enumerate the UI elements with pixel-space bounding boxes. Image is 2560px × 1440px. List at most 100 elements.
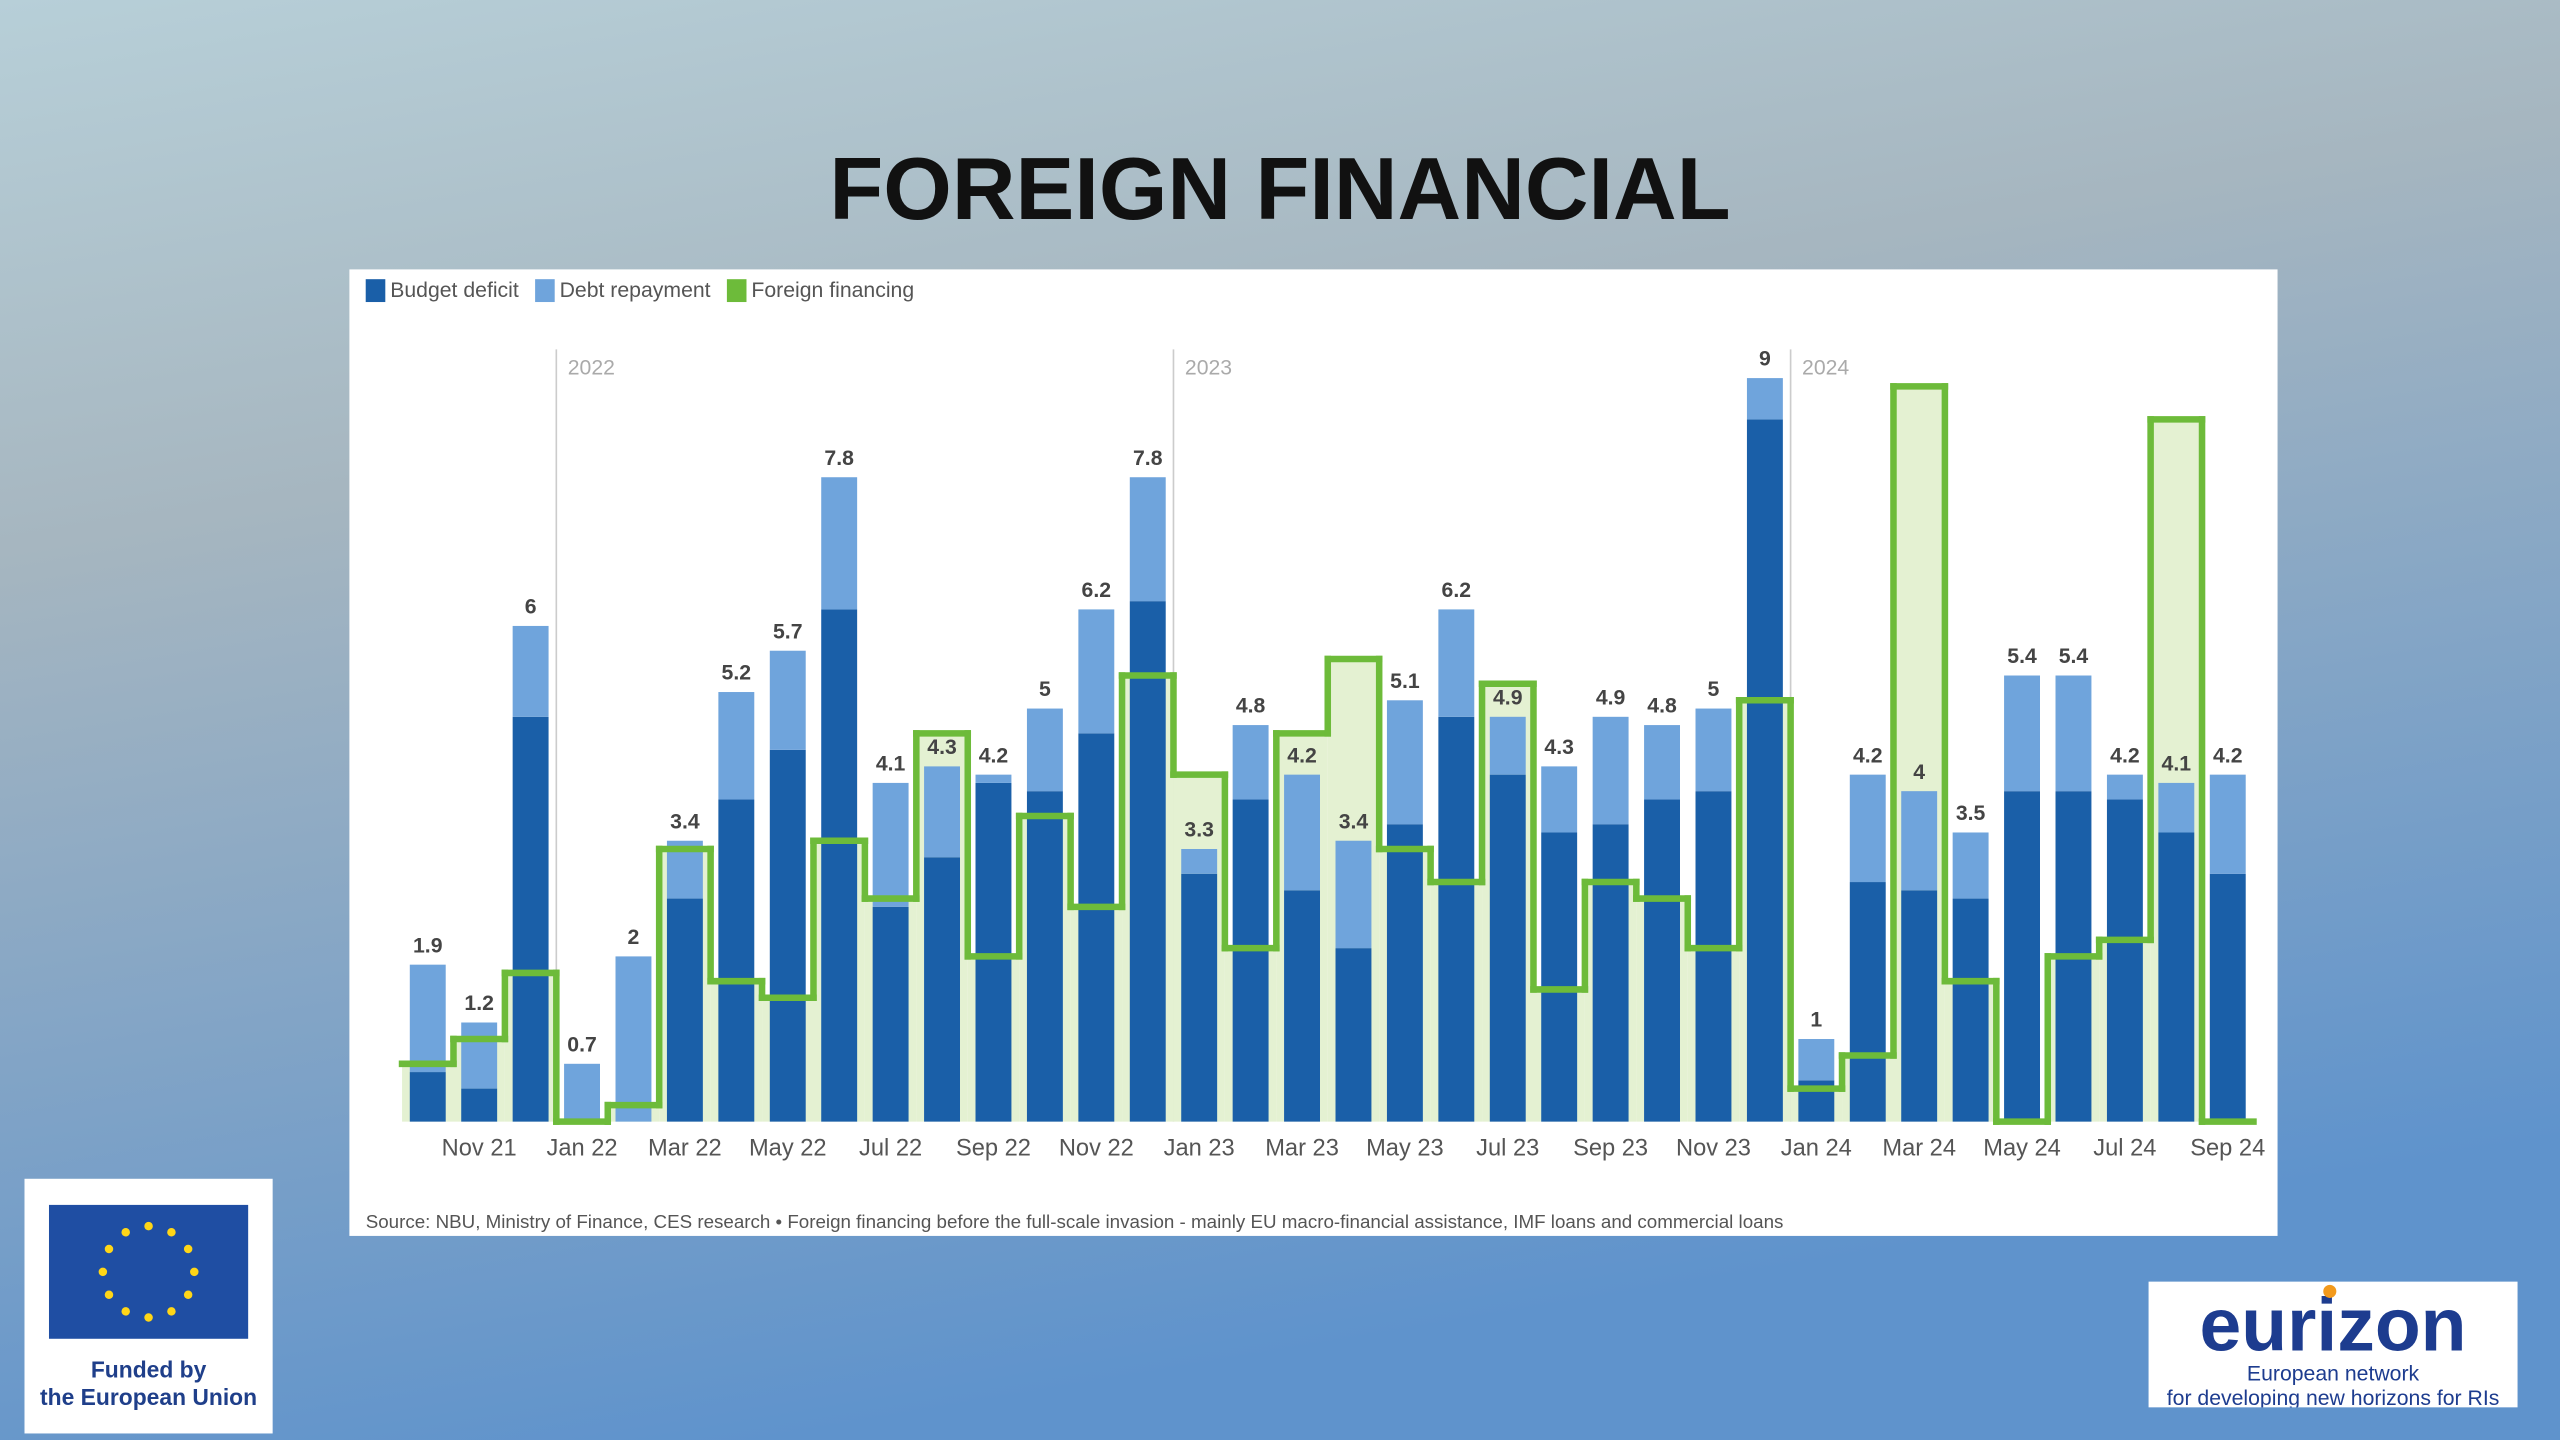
bar-segment [2106, 799, 2143, 1122]
total-label: 5 [1039, 678, 1051, 701]
bar-segment [2209, 774, 2246, 874]
total-label: 7.8 [824, 447, 854, 470]
eu-star [121, 1307, 130, 1316]
x-tick-label: Mar 24 [1882, 1136, 1956, 1162]
total-label: 0.7 [567, 1033, 597, 1056]
x-tick-label: Nov 21 [442, 1136, 517, 1162]
total-label: 4.2 [1287, 744, 1316, 767]
total-label: 7.8 [1133, 447, 1163, 470]
bar-segment [1644, 725, 1680, 800]
legend-swatch [726, 279, 747, 303]
total-label: 4.2 [979, 744, 1008, 767]
total-label: 1 [1810, 1009, 1822, 1032]
bar-segment [1746, 419, 1783, 1122]
bar-segment [718, 799, 755, 1122]
eu-stars [98, 1221, 199, 1322]
bar-segment [1489, 716, 1526, 775]
total-label: 5.4 [2059, 645, 2089, 668]
bar-segment [2158, 782, 2195, 833]
total-label: 3.3 [1184, 819, 1214, 842]
bar-segment [1181, 849, 1218, 874]
bar-segment [666, 898, 703, 1122]
legend-label: Debt repayment [560, 279, 711, 302]
x-tick-label: Jul 22 [859, 1136, 922, 1162]
eu-star [121, 1228, 130, 1237]
legend-label: Budget deficit [390, 279, 519, 302]
eu-text: the European Union [40, 1384, 257, 1410]
total-label: 5 [1708, 678, 1720, 701]
eu-star [183, 1244, 193, 1254]
total-label: 4.2 [2110, 744, 2140, 767]
bar-segment [1438, 716, 1475, 1122]
eu-star [190, 1267, 199, 1277]
bar-segment [1849, 882, 1886, 1122]
bar-segment [1026, 708, 1063, 792]
eu-star [104, 1290, 114, 1299]
x-tick-label: Sep 23 [1573, 1136, 1648, 1162]
total-label: 4.8 [1647, 695, 1677, 718]
total-label: 1.9 [413, 934, 443, 957]
bar-segment [1129, 601, 1166, 1122]
bar-segment [1695, 791, 1732, 1122]
bar-segment [1129, 477, 1166, 602]
total-label: 4.8 [1236, 695, 1266, 718]
x-tick-label: Mar 23 [1265, 1136, 1339, 1162]
bar-segment [769, 650, 806, 750]
bar-segment [512, 625, 549, 717]
total-label: 3.4 [670, 810, 700, 833]
year-label: 2023 [1185, 357, 1232, 380]
eu-star [144, 1313, 153, 1322]
eu-star [98, 1267, 108, 1277]
bar-segment [1798, 1039, 1835, 1081]
bar-segment [924, 766, 960, 858]
bar-segment [1284, 774, 1320, 891]
year-label: 2022 [568, 357, 615, 380]
total-label: 4.2 [2213, 744, 2242, 767]
eu-star [167, 1228, 176, 1237]
eurizon-dot [2323, 1284, 2337, 1298]
legend-swatch [535, 279, 555, 303]
x-tick-label: Jul 23 [1476, 1136, 1539, 1162]
total-label: 4.3 [1544, 736, 1574, 759]
x-tick-label: Mar 22 [648, 1136, 722, 1162]
legend-label: Foreign financing [751, 279, 914, 302]
eurizon-tagline: European network [2247, 1362, 2420, 1385]
x-tick-label: Sep 22 [956, 1136, 1031, 1162]
bar-segment [1541, 766, 1578, 833]
total-label: 4.2 [1853, 744, 1883, 767]
total-label: 4 [1913, 761, 1925, 784]
total-label: 3.4 [1339, 810, 1369, 833]
bar-segment [2004, 675, 2040, 792]
x-tick-label: Nov 22 [1059, 1136, 1134, 1162]
x-tick-label: May 23 [1366, 1136, 1444, 1162]
total-label: 4.1 [876, 753, 906, 776]
total-label: 2 [628, 926, 640, 949]
bar-segment [1438, 609, 1475, 717]
eurizon-tagline: for developing new horizons for RIs [2167, 1387, 2500, 1410]
x-tick-label: Jul 24 [2093, 1136, 2156, 1162]
bar-segment [821, 609, 858, 1122]
bar-segment [409, 964, 446, 1073]
total-label: 9 [1759, 348, 1771, 371]
bar-segment [1335, 948, 1372, 1122]
bar-segment [2055, 675, 2092, 792]
total-label: 5.7 [773, 620, 803, 643]
year-label: 2024 [1802, 357, 1849, 380]
bar-segment [461, 1088, 498, 1122]
total-label: 6 [525, 596, 537, 619]
plot: Budget deficit Debt repayment Foreign fina… [365, 279, 2265, 1162]
bar-segment [924, 857, 960, 1122]
bar-segment [1026, 791, 1063, 1122]
x-tick-label: Jan 24 [1781, 1136, 1852, 1162]
bar-segment [2106, 774, 2143, 800]
bar-segment [615, 956, 652, 1122]
eu-star [183, 1290, 193, 1299]
bar-segment [1489, 774, 1526, 1122]
bar-segment [1952, 832, 1989, 899]
bar-segment [1901, 791, 1938, 891]
bar-segment [1386, 824, 1423, 1122]
source-note: Source: NBU, Ministry of Finance, CES re… [366, 1211, 1784, 1232]
bar-segment [1078, 733, 1115, 1122]
legend-swatch [365, 279, 386, 303]
